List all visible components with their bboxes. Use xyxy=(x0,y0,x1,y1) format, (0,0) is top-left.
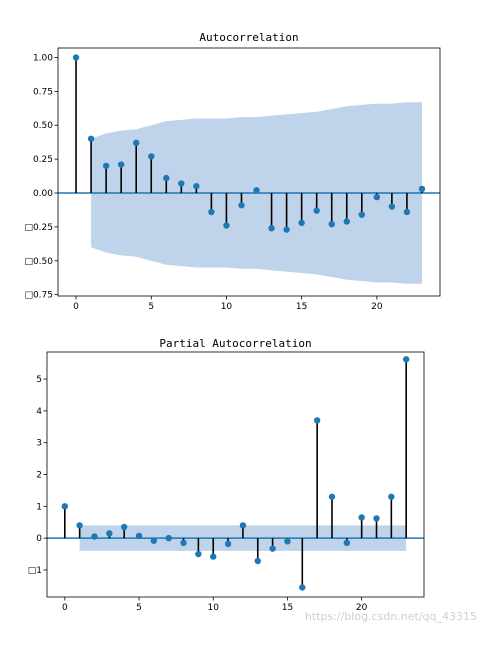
data-point xyxy=(299,584,306,591)
data-point xyxy=(76,522,83,529)
x-tick-label: 5 xyxy=(136,603,142,613)
data-point xyxy=(239,522,247,529)
y-tick-label: □0.50 xyxy=(24,257,53,267)
data-point xyxy=(254,557,261,565)
data-point xyxy=(195,550,202,558)
data-point xyxy=(148,153,155,160)
data-point xyxy=(178,180,185,187)
data-point xyxy=(61,503,69,510)
chart-title: Partial Autocorrelation xyxy=(159,337,311,350)
data-point xyxy=(135,532,143,540)
data-point xyxy=(358,514,365,521)
x-tick-label: 5 xyxy=(148,302,154,312)
y-tick-label: 0.00 xyxy=(33,189,53,199)
data-point xyxy=(358,211,365,218)
x-tick-label: 0 xyxy=(73,302,79,312)
y-tick-label: 4 xyxy=(36,407,42,417)
data-point xyxy=(106,530,113,537)
y-tick-label: 0.75 xyxy=(33,87,53,97)
y-tick-label: 2 xyxy=(36,471,42,481)
y-tick-label: 5 xyxy=(36,375,42,385)
watermark-text: https://blog.csdn.net/qq_43315 xyxy=(304,610,477,623)
x-tick-label: 20 xyxy=(356,603,368,613)
x-tick-label: 10 xyxy=(221,302,233,312)
y-tick-label: □0.75 xyxy=(24,291,53,301)
data-point xyxy=(193,183,200,190)
x-tick-label: 0 xyxy=(62,603,68,613)
data-point xyxy=(208,208,215,216)
data-point xyxy=(388,203,396,210)
data-point xyxy=(91,533,98,540)
data-point xyxy=(165,534,172,542)
y-tick-label: 1 xyxy=(36,502,42,512)
data-point xyxy=(313,207,320,214)
plot-frame xyxy=(46,351,425,598)
data-point xyxy=(343,539,351,547)
data-point xyxy=(283,226,290,233)
data-point xyxy=(102,162,110,170)
data-point xyxy=(223,222,230,229)
data-point xyxy=(268,225,275,232)
y-tick-label: 0 xyxy=(36,534,42,544)
data-point xyxy=(117,161,125,168)
data-point xyxy=(238,202,245,209)
y-tick-label: □0.25 xyxy=(24,223,53,233)
data-point xyxy=(298,219,305,227)
data-point xyxy=(224,540,232,548)
data-point xyxy=(373,193,381,201)
chart-title: Autocorrelation xyxy=(199,31,298,44)
data-point xyxy=(150,537,158,544)
x-tick-label: 15 xyxy=(296,302,307,312)
y-tick-label: 0.50 xyxy=(33,121,53,131)
plot-frame xyxy=(57,47,441,297)
data-point xyxy=(133,139,140,147)
data-point xyxy=(180,539,187,547)
data-point xyxy=(163,174,170,182)
data-point xyxy=(313,417,321,424)
x-tick-label: 10 xyxy=(208,603,220,613)
data-point xyxy=(72,54,80,61)
x-tick-label: 15 xyxy=(282,603,293,613)
acf-chart: 0 5 10 15 20 1.00 0.75 0.50 0.25 0.00 □0.25 □0.50 □0… xyxy=(24,31,441,312)
data-point xyxy=(328,493,336,500)
data-point xyxy=(284,538,291,545)
y-tick-label: □1 xyxy=(28,566,42,576)
data-point xyxy=(403,208,411,216)
data-point xyxy=(253,187,260,194)
data-point xyxy=(328,220,335,228)
data-point xyxy=(269,545,276,552)
data-point xyxy=(343,218,350,225)
y-tick-label: 1.00 xyxy=(33,53,53,63)
x-tick-label: 20 xyxy=(371,302,383,312)
y-tick-label: 0.25 xyxy=(33,155,53,165)
data-point xyxy=(87,135,95,142)
data-point xyxy=(210,553,217,560)
data-point xyxy=(388,493,395,500)
data-point xyxy=(418,185,426,193)
data-point xyxy=(120,523,128,531)
y-tick-label: 3 xyxy=(36,439,42,449)
data-point xyxy=(402,356,410,363)
data-point xyxy=(373,515,380,522)
